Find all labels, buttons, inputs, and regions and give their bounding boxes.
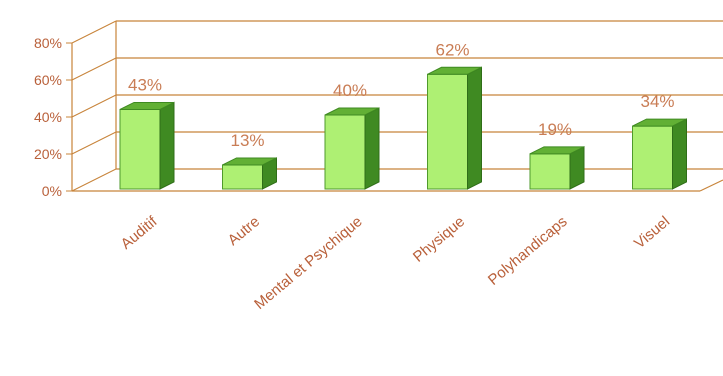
data-label: 40% bbox=[333, 81, 367, 100]
x-tick-label: Mental et Psychique bbox=[251, 213, 365, 313]
bar bbox=[632, 118, 687, 190]
bar-front bbox=[427, 73, 468, 190]
data-labels: 43% 13% 40% 62% 19% 34% bbox=[128, 40, 675, 150]
y-axis: 0% 20% 40% 60% 80% bbox=[34, 35, 72, 199]
y-tick-label: 0% bbox=[42, 183, 62, 199]
gridlines bbox=[71, 20, 723, 192]
bar-front bbox=[222, 164, 263, 190]
bar-front bbox=[529, 153, 571, 190]
bar-front bbox=[324, 114, 366, 190]
bar bbox=[529, 146, 585, 190]
data-label: 19% bbox=[538, 120, 572, 139]
gridline-side-2 bbox=[71, 94, 117, 118]
bar-top bbox=[427, 66, 482, 75]
x-tick-label: Auditif bbox=[118, 213, 162, 253]
x-tick-label: Autre bbox=[225, 213, 263, 249]
data-label: 62% bbox=[435, 40, 469, 59]
bar bbox=[222, 157, 277, 190]
bar bbox=[427, 66, 482, 190]
bar-top bbox=[529, 146, 585, 155]
bar bbox=[324, 107, 380, 190]
bar-front bbox=[119, 108, 161, 190]
bar-top bbox=[222, 157, 277, 166]
gridline-side-1 bbox=[71, 131, 117, 155]
y-tick-label: 20% bbox=[34, 146, 62, 162]
gridline-side-0 bbox=[71, 168, 117, 192]
bar-top bbox=[119, 101, 175, 110]
bar-front bbox=[632, 125, 673, 190]
bars bbox=[119, 66, 687, 190]
data-label: 43% bbox=[128, 75, 162, 94]
bar-side bbox=[159, 101, 175, 190]
bar-top bbox=[632, 118, 687, 127]
x-tick-label: Polyhandicaps bbox=[485, 213, 571, 289]
floor-right-edge bbox=[699, 179, 723, 192]
y-tick-label: 40% bbox=[34, 109, 62, 125]
x-tick-label: Visuel bbox=[631, 213, 673, 252]
bar bbox=[119, 101, 175, 190]
data-label: 34% bbox=[640, 92, 674, 111]
gridline-side-4 bbox=[71, 20, 117, 44]
x-tick-label: Physique bbox=[410, 213, 468, 266]
data-label: 13% bbox=[230, 131, 264, 150]
y-tick-label: 80% bbox=[34, 35, 62, 51]
bar-side bbox=[672, 118, 687, 190]
gridline-side-3 bbox=[71, 57, 117, 81]
bar-side bbox=[364, 107, 380, 190]
bar-top bbox=[324, 107, 380, 116]
y-tick-label: 60% bbox=[34, 72, 62, 88]
bar-side bbox=[467, 66, 482, 190]
